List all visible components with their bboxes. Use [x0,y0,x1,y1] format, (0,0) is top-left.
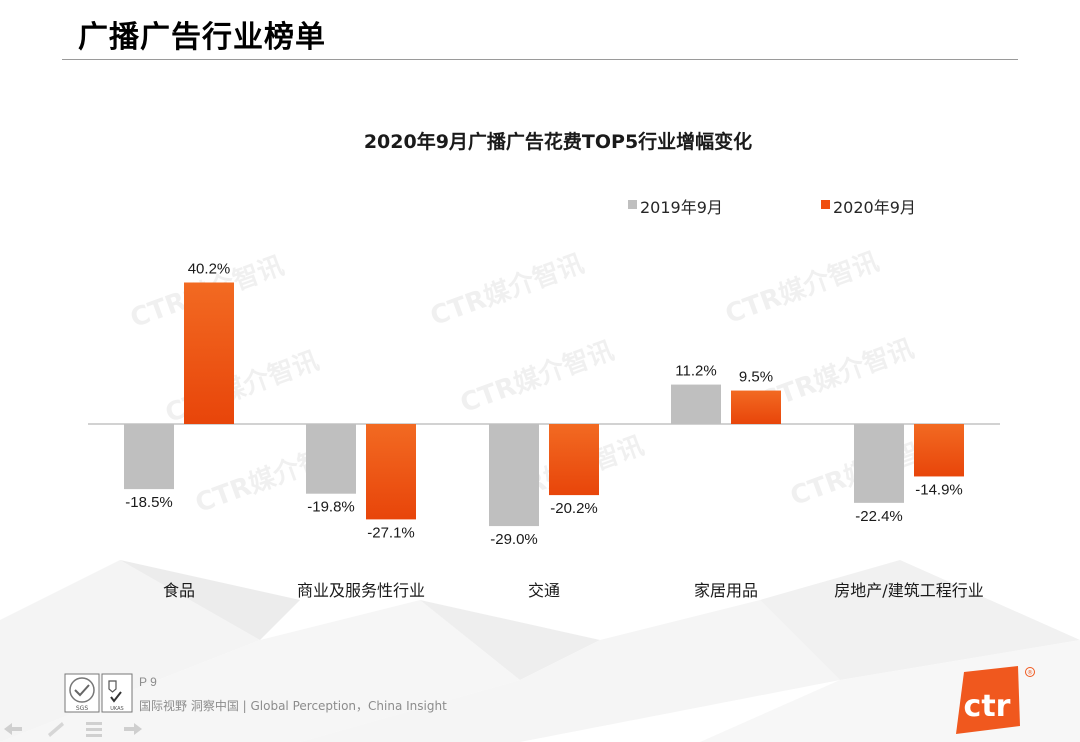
data-label-2019-2: -19.8% [307,499,355,516]
nav-menu-icon[interactable] [86,722,102,737]
page-title: 广播广告行业榜单 [78,20,326,55]
category-label-3: 交通 [528,581,560,600]
bars [124,282,964,527]
certification-logos: SGS UKAS [64,673,133,713]
bar-2019-4 [671,384,721,424]
data-label-2020-5: -14.9% [915,481,963,498]
category-label-4: 家居用品 [694,581,758,600]
data-label-2019-1: -18.5% [125,494,173,511]
bar-2019-5 [854,424,904,503]
svg-text:®: ® [1027,670,1033,677]
category-labels: 食品 商业及服务性行业 交通 家居用品 房地产/建筑工程行业 [163,581,984,600]
ukas-certification-icon: UKAS [101,673,133,713]
data-label-2020-2: -27.1% [367,524,415,541]
data-label-2019-5: -22.4% [855,508,903,525]
data-label-2020-1: 40.2% [188,260,231,277]
legend-swatch-2 [821,200,830,209]
legend-label-2: 2020年9月 [833,198,916,217]
watermark-text: CTR媒介智讯 [427,249,588,332]
bar-2020-4 [731,390,781,424]
title-divider [62,59,1018,60]
nav-prev-icon[interactable] [48,722,64,737]
bar-2020-1 [184,282,234,424]
category-label-2: 商业及服务性行业 [297,581,425,600]
svg-text:SGS: SGS [76,705,88,712]
legend-swatch-1 [628,200,637,209]
bar-2019-3 [489,424,539,527]
slide-navigation [4,722,142,737]
data-label-2020-4: 9.5% [739,369,773,386]
footer-tagline: 国际视野 洞察中国 | Global Perception，China Insi… [139,699,447,713]
data-label-2020-3: -20.2% [550,500,598,517]
chart-title: 2020年9月广播广告花费TOP5行业增幅变化 [364,130,752,153]
svg-text:ctr: ctr [964,689,1011,724]
data-label-2019-4: 11.2% [675,363,716,380]
bar-2019-2 [306,424,356,494]
bar-2020-5 [914,424,964,477]
data-labels: -18.5% -19.8% -29.0% 11.2% -22.4% 40.2% -27.1%… [125,260,963,548]
svg-text:UKAS: UKAS [110,706,123,712]
sgs-certification-icon: SGS [64,673,100,713]
category-label-1: 食品 [163,581,195,600]
data-label-2019-3: -29.0% [490,531,538,548]
legend-label-1: 2019年9月 [640,198,723,217]
watermark-text: CTR媒介智讯 [722,247,883,330]
category-label-5: 房地产/建筑工程行业 [834,581,983,600]
nav-next-icon[interactable] [124,723,142,735]
bar-2019-1 [124,424,174,490]
ctr-logo-icon: ctr ® [956,666,1035,734]
bar-2020-3 [549,424,599,496]
watermark-text: CTR媒介智讯 [457,336,618,419]
nav-back-icon[interactable] [4,723,22,735]
legend: 2019年9月 2020年9月 [628,198,916,217]
bar-2020-2 [366,424,416,520]
page-number: P 9 [139,675,157,689]
